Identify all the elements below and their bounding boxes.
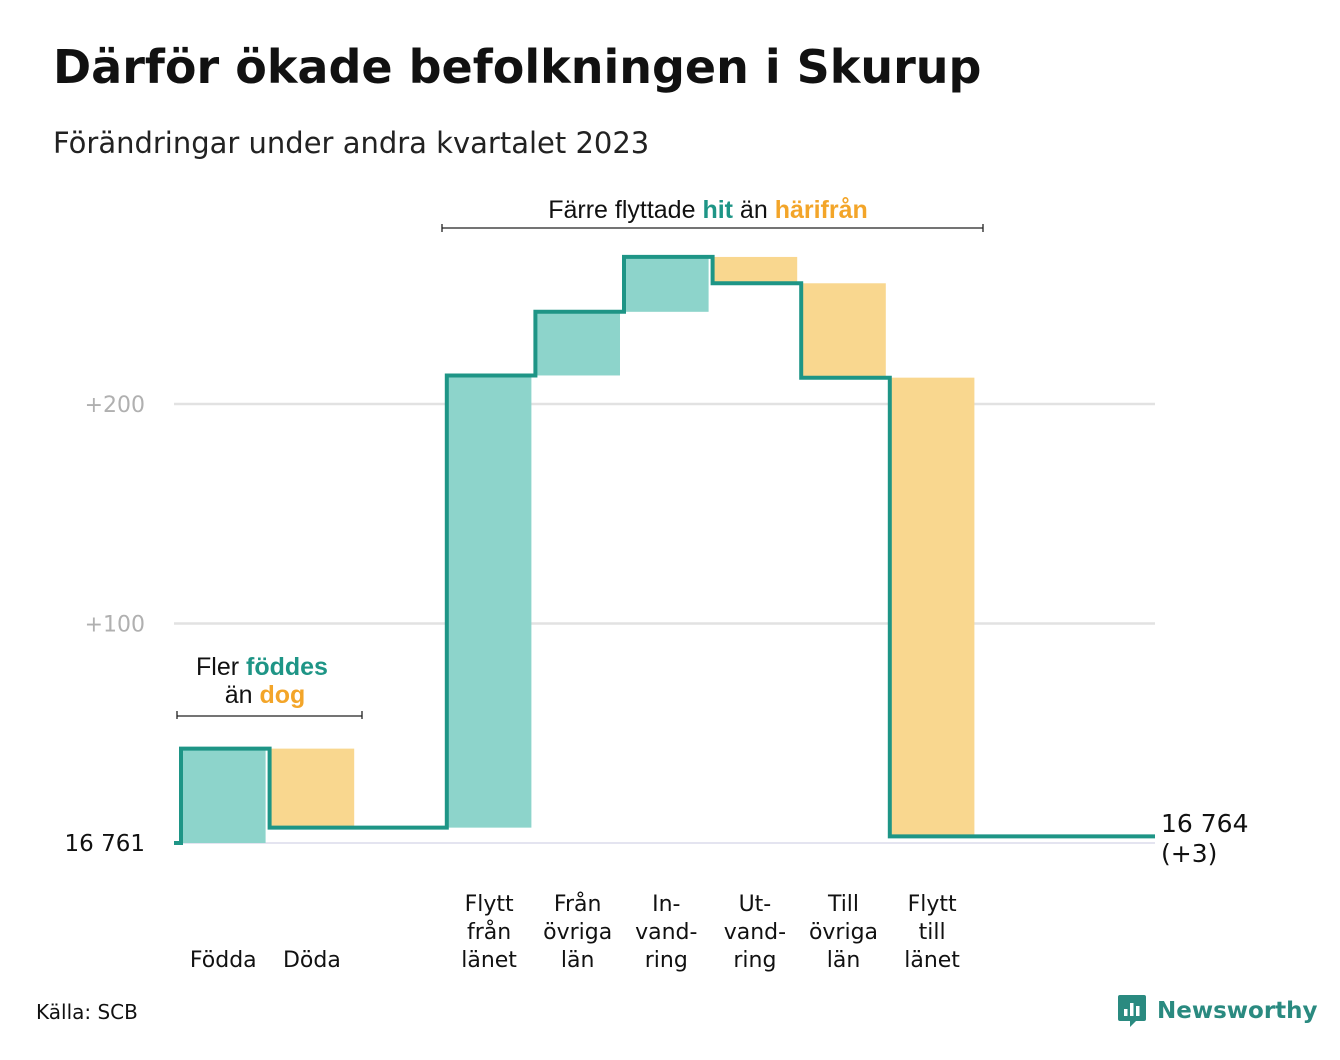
annotation-highlight-born: föddes bbox=[246, 653, 328, 681]
births-annotation-line1: Fler föddes bbox=[196, 653, 328, 681]
brand-logo: Newsworthy bbox=[1117, 994, 1318, 1028]
annotation-highlight-here: hit bbox=[702, 196, 733, 224]
migration-bracket bbox=[441, 224, 984, 232]
bar-decrease bbox=[889, 377, 975, 837]
category-label: Flytt bbox=[465, 892, 514, 917]
category-label: övriga bbox=[543, 920, 612, 945]
births-bracket bbox=[176, 711, 363, 719]
category-label: län bbox=[561, 948, 595, 973]
category-label: länet bbox=[461, 948, 517, 973]
category-label: Ut- bbox=[739, 892, 772, 917]
annotation-text: än bbox=[733, 196, 775, 224]
category-label: ring bbox=[733, 948, 776, 973]
category-labels-group: Födda DödaFlyttfrånlänetFrånövrigalänIn-v… bbox=[190, 891, 960, 973]
bar-decrease bbox=[801, 283, 886, 378]
category-label: länet bbox=[904, 948, 960, 973]
chart-subtitle: Förändringar under andra kvartalet 2023 bbox=[53, 126, 650, 160]
annotation-text: än bbox=[225, 681, 260, 709]
category-label: Från bbox=[554, 891, 602, 917]
baseline-label: 16 761 bbox=[65, 831, 145, 857]
bars-group bbox=[181, 256, 975, 843]
bar-increase bbox=[624, 256, 709, 312]
bar-decrease bbox=[712, 256, 798, 284]
category-label: från bbox=[467, 919, 511, 945]
bar-decrease bbox=[269, 748, 355, 828]
category-label: län bbox=[827, 948, 861, 973]
annotation-highlight-away: härifrån bbox=[775, 196, 868, 224]
chart-title: Därför ökade befolkningen i Skurup bbox=[53, 40, 982, 94]
cumulative-step-line bbox=[174, 254, 1155, 845]
category-label: Döda bbox=[283, 948, 341, 973]
source-note: Källa: SCB bbox=[36, 1000, 138, 1024]
bar-increase bbox=[535, 311, 620, 376]
end-value-label: 16 764 bbox=[1161, 809, 1248, 838]
annotation-highlight-died: dog bbox=[259, 681, 305, 709]
annotation-text: Fler bbox=[196, 653, 246, 681]
y-tick-label: +200 bbox=[85, 393, 145, 418]
category-label: Flytt bbox=[908, 892, 957, 917]
chart-bubble-icon bbox=[1118, 995, 1146, 1027]
annotation-text: Färre flyttade bbox=[548, 196, 702, 224]
category-label: Till bbox=[827, 892, 859, 917]
category-label: vand- bbox=[635, 920, 697, 945]
category-label: vand- bbox=[724, 920, 786, 945]
category-label: ring bbox=[645, 948, 688, 973]
brand-name: Newsworthy bbox=[1157, 998, 1318, 1024]
category-label: övriga bbox=[809, 920, 878, 945]
y-tick-label: +100 bbox=[85, 613, 145, 638]
migration-annotation-text: Färre flyttade hit än härifrån bbox=[548, 196, 868, 224]
end-change-label: (+3) bbox=[1161, 839, 1217, 868]
births-annotation-line2: än dog bbox=[225, 681, 306, 709]
bar-increase bbox=[446, 375, 532, 828]
category-label: till bbox=[919, 920, 946, 945]
migration-annotation: Färre flyttade hit än härifrån bbox=[441, 196, 984, 232]
category-label: Födda bbox=[190, 948, 257, 973]
bar-increase bbox=[181, 748, 266, 843]
category-label: In- bbox=[652, 892, 680, 917]
